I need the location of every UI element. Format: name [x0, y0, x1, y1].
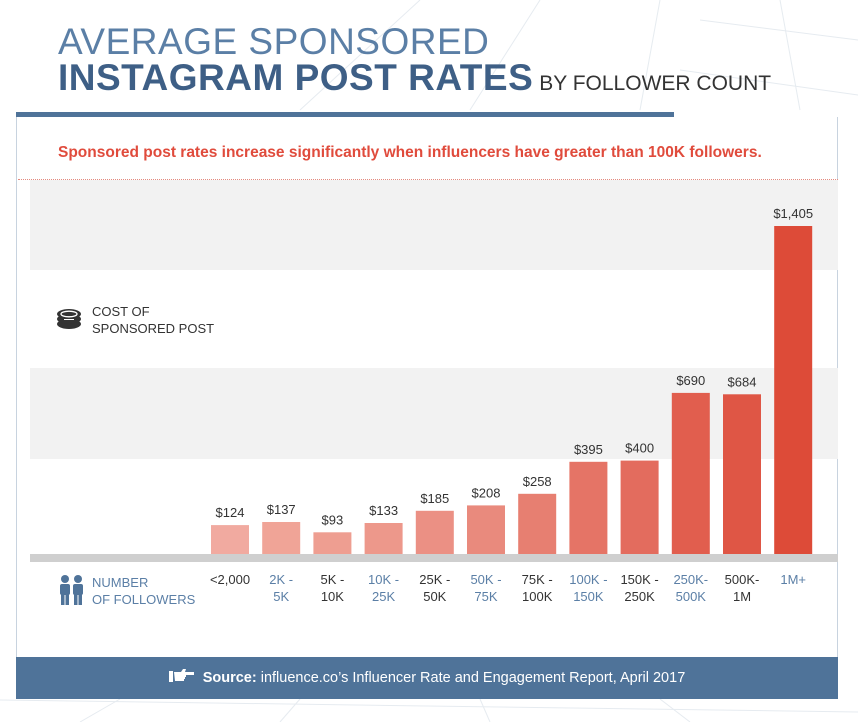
- bar-value-label: $400: [625, 441, 654, 456]
- bar-value-label: $1,405: [773, 206, 813, 221]
- bar-value-label: $185: [420, 491, 449, 506]
- x-axis-bar: [30, 554, 838, 562]
- bar-value-label: $124: [216, 505, 245, 520]
- page-title-line1: AVERAGE SPONSORED: [58, 21, 490, 62]
- pointing-hand-icon: [168, 668, 195, 688]
- chart-subtitle: Sponsored post rates increase significan…: [58, 144, 762, 161]
- bar-value-label: $93: [322, 512, 344, 527]
- bar-value-label: $395: [574, 442, 603, 457]
- x-tick-label: 75K -: [522, 572, 553, 587]
- x-axis-label: NUMBER OF FOLLOWERS: [92, 574, 195, 608]
- bar: [620, 460, 659, 554]
- bar-value-label: $208: [472, 485, 501, 500]
- x-tick-label: 100K: [522, 589, 553, 604]
- x-tick-label: 250K-: [673, 572, 708, 587]
- y-axis-label-line1: COST OF: [92, 304, 150, 319]
- x-tick-label: 10K: [321, 589, 344, 604]
- coin-stack-icon: [55, 304, 85, 339]
- x-tick-label: 2K -: [269, 572, 293, 587]
- y-axis-label-line2: SPONSORED POST: [92, 321, 215, 336]
- bar: [671, 392, 710, 554]
- title-rule: [16, 112, 674, 118]
- x-tick-label: 150K: [573, 589, 604, 604]
- bar: [518, 493, 557, 554]
- x-tick-label: 150K -: [620, 572, 658, 587]
- x-axis-label-line1: NUMBER: [92, 575, 149, 590]
- y-axis-label: COST OF SPONSORED POST: [92, 303, 214, 337]
- x-tick-label: 50K -: [470, 572, 501, 587]
- bar-value-label: $137: [267, 502, 296, 517]
- bar: [211, 525, 249, 554]
- x-axis-label-line2: OF FOLLOWERS: [92, 592, 196, 607]
- x-tick-label: 50K: [423, 589, 446, 604]
- x-tick-label: 1M+: [780, 572, 806, 587]
- bar: [364, 523, 403, 554]
- x-tick-label: 25K: [372, 589, 395, 604]
- bar: [723, 394, 761, 554]
- bar: [262, 522, 301, 554]
- x-tick-label: 5K: [273, 589, 289, 604]
- x-tick-label: 5K -: [320, 572, 344, 587]
- x-tick-label: <2,000: [210, 572, 250, 587]
- bar: [415, 510, 454, 554]
- x-tick-label: 10K -: [368, 572, 399, 587]
- bar: [313, 532, 352, 554]
- x-tick-label: 100K -: [569, 572, 607, 587]
- x-tick-label: 250K: [624, 589, 655, 604]
- source-footer: Source: influence.co’s Influencer Rate a…: [16, 657, 838, 699]
- bar-value-label: $133: [369, 503, 398, 518]
- background-band: [30, 180, 838, 270]
- bar-value-label: $258: [523, 474, 552, 489]
- x-tick-label: 75K: [474, 589, 497, 604]
- page-title-line2: INSTAGRAM POST RATES BY FOLLOWER COUNT: [58, 58, 771, 106]
- bar: [774, 226, 813, 554]
- dotted-divider: [18, 179, 838, 180]
- bar-value-label: $684: [728, 374, 757, 389]
- bar: [569, 461, 608, 554]
- people-icon: [58, 574, 86, 611]
- bar-value-label: $690: [676, 373, 705, 388]
- page-title-suffix: BY FOLLOWER COUNT: [539, 72, 772, 95]
- bar: [467, 505, 505, 554]
- x-tick-label: 500K-: [725, 572, 760, 587]
- source-text: influence.co’s Influencer Rate and Engag…: [260, 670, 686, 686]
- x-tick-label: 1M: [733, 589, 751, 604]
- x-tick-label: 25K -: [419, 572, 450, 587]
- page-title-main: INSTAGRAM POST RATES: [58, 57, 534, 98]
- x-tick-label: 500K: [676, 589, 707, 604]
- source-label: Source:: [202, 670, 257, 686]
